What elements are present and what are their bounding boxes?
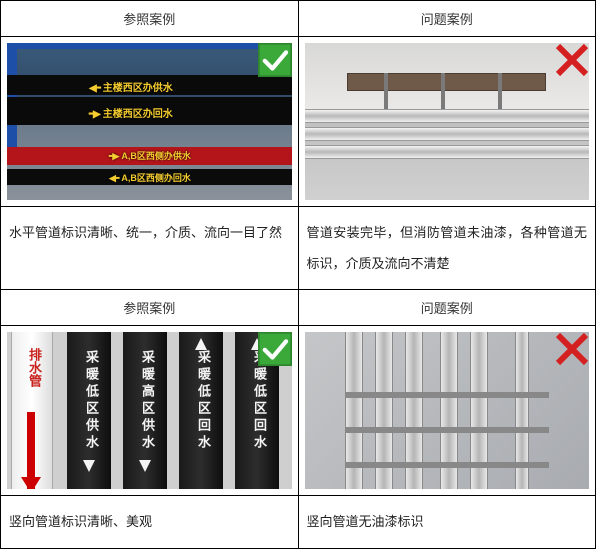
image-cell-good-2: 排水管 采暖低区供水 采暖高区供水 采暖低区回水 采暖低区回水 <box>1 326 299 496</box>
check-badge <box>258 332 292 366</box>
check-badge <box>258 43 292 77</box>
cross-badge <box>555 332 589 366</box>
pipe-label-3: A,B区西侧办供水 <box>121 151 191 161</box>
vpipe-label-3: 采暖低区回水 <box>194 350 213 452</box>
desc-good-2: 竖向管道标识清晰、美观 <box>1 496 299 548</box>
header-good-2: 参照案例 <box>1 290 299 326</box>
vpipe-label-1: 采暖低区供水 <box>82 350 101 452</box>
pipe-label-4: A,B区西侧办回水 <box>121 173 191 183</box>
desc-good-1: 水平管道标识清晰、统一，介质、流向一目了然 <box>1 207 299 290</box>
horizontal-pipes-bad-img <box>305 43 590 200</box>
desc-bad-2: 竖向管道无油漆标识 <box>298 496 596 548</box>
vpipe-label-white: 排水管 <box>25 348 44 387</box>
header-good-1: 参照案例 <box>1 1 299 37</box>
image-cell-bad-1 <box>298 37 596 207</box>
pipe-label-1: 主楼西区办供水 <box>103 83 173 94</box>
desc-bad-1: 管道安装完毕，但消防管道未油漆，各种管道无标识，介质及流向不清楚 <box>298 207 596 290</box>
vpipe-label-2: 采暖高区供水 <box>138 350 157 452</box>
header-bad-2: 问题案例 <box>298 290 596 326</box>
cross-badge <box>555 43 589 77</box>
comparison-table: 参照案例 问题案例 ◀━主楼西区办供水 ━▶主楼西区办回水 ━▶A,B区西侧办供… <box>0 0 596 549</box>
header-bad-1: 问题案例 <box>298 1 596 37</box>
pipe-label-2: 主楼西区办回水 <box>103 109 173 120</box>
vertical-pipes-good-img: 排水管 采暖低区供水 采暖高区供水 采暖低区回水 采暖低区回水 <box>7 332 292 489</box>
image-cell-good-1: ◀━主楼西区办供水 ━▶主楼西区办回水 ━▶A,B区西侧办供水 ◀━A,B区西侧… <box>1 37 299 207</box>
image-cell-bad-2 <box>298 326 596 496</box>
horizontal-pipes-good-img: ◀━主楼西区办供水 ━▶主楼西区办回水 ━▶A,B区西侧办供水 ◀━A,B区西侧… <box>7 43 292 200</box>
vertical-pipes-bad-img <box>305 332 590 489</box>
